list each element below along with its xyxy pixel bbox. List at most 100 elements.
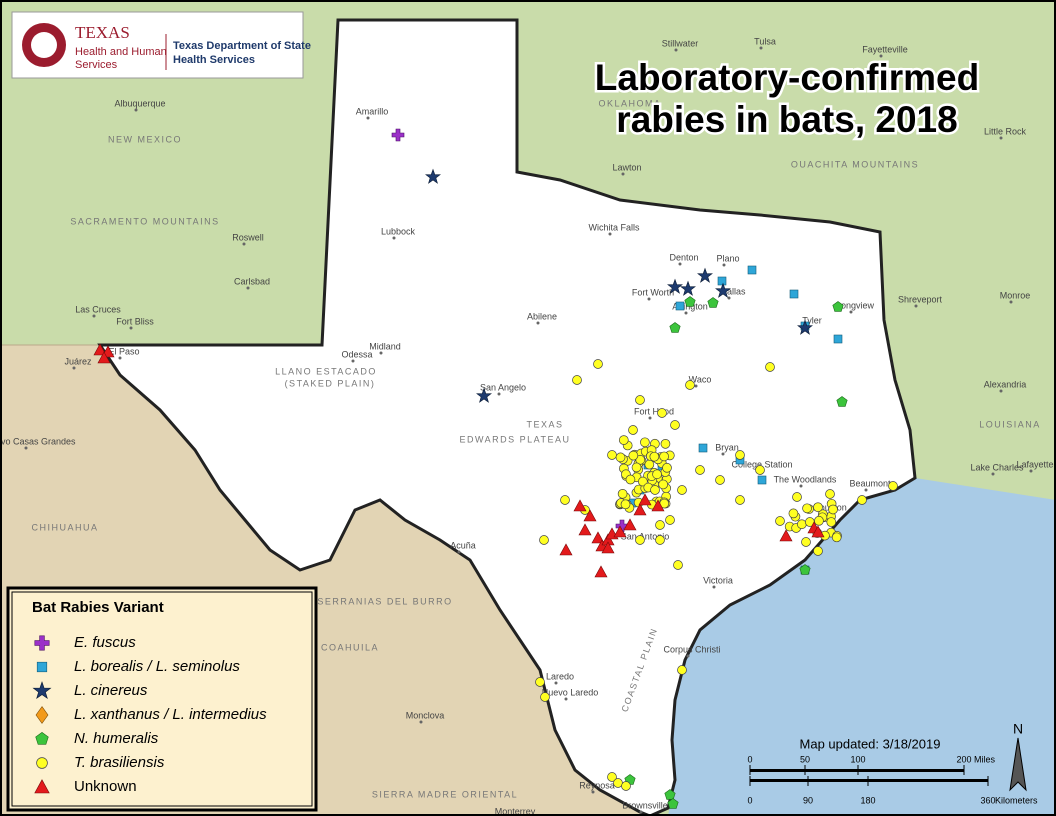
symbol-triangle bbox=[651, 499, 665, 512]
symbol-circle bbox=[659, 451, 669, 462]
symbol-star bbox=[32, 681, 52, 700]
place-dot bbox=[134, 108, 138, 112]
symbol-circle bbox=[665, 515, 675, 525]
legend-label: L. xanthanus / L. intermedius bbox=[74, 706, 267, 723]
place-label: Fayetteville bbox=[862, 44, 908, 54]
scale-label: 200 bbox=[956, 754, 971, 764]
symbol-circle bbox=[658, 479, 669, 490]
symbol-star bbox=[667, 278, 683, 294]
place-label: Dallas bbox=[720, 286, 746, 296]
symbol-circle bbox=[560, 495, 570, 505]
symbol-pentagon bbox=[707, 297, 719, 308]
symbol-square bbox=[675, 301, 685, 311]
symbol-circle bbox=[657, 408, 667, 418]
logo-seal-inner bbox=[31, 32, 57, 58]
place-dot bbox=[999, 389, 1003, 393]
title: rabies in bats, 2018 bbox=[616, 99, 957, 140]
place-label: Abilene bbox=[527, 311, 557, 321]
place-label: El Paso bbox=[108, 346, 139, 356]
symbol-triangle bbox=[613, 525, 627, 538]
symbol-star bbox=[697, 267, 713, 283]
symbol-pentagon bbox=[832, 301, 844, 312]
place-dot bbox=[246, 286, 250, 290]
place-dot bbox=[799, 484, 803, 488]
place-label: Victoria bbox=[703, 575, 733, 585]
place-label: Lake Charles bbox=[970, 462, 1024, 472]
symbol-triangle bbox=[779, 529, 793, 542]
scale-label: 180 bbox=[860, 795, 875, 805]
place-label: Las Cruces bbox=[75, 304, 121, 314]
symbol-circle bbox=[857, 495, 867, 505]
symbol-cross bbox=[615, 519, 629, 533]
place-label: The Woodlands bbox=[774, 474, 837, 484]
place-dot bbox=[366, 116, 370, 120]
symbol-circle bbox=[644, 459, 655, 470]
place-label: Alexandria bbox=[984, 379, 1027, 389]
place-label: Tulsa bbox=[754, 36, 776, 46]
scale-bar: 0 50 100 200 Miles 0 90 180 360 Kilometers bbox=[747, 754, 1038, 805]
symbol-square bbox=[757, 475, 767, 485]
symbol-square bbox=[833, 334, 843, 344]
symbol-square bbox=[747, 265, 757, 275]
symbol-diamond bbox=[35, 706, 49, 724]
symbol-circle bbox=[735, 450, 745, 460]
symbol-triangle bbox=[97, 351, 111, 364]
place-dot bbox=[721, 452, 725, 456]
place-dot bbox=[92, 314, 96, 318]
symbol-circle bbox=[635, 535, 645, 545]
symbol-circle bbox=[792, 492, 802, 502]
symbol-circle bbox=[788, 508, 799, 519]
region-label: TEXAS bbox=[526, 419, 563, 429]
symbol-circle bbox=[572, 375, 582, 385]
symbol-circle bbox=[828, 504, 838, 515]
symbol-square bbox=[698, 443, 708, 453]
place-label: Monroe bbox=[1000, 290, 1031, 300]
symbol-circle bbox=[715, 475, 725, 485]
place-label: Nuevo Laredo bbox=[542, 687, 599, 697]
symbol-star bbox=[425, 168, 441, 184]
symbol-cross bbox=[391, 128, 405, 142]
place-label: Midland bbox=[369, 341, 401, 351]
place-label: Fort Bliss bbox=[116, 316, 154, 326]
symbol-circle bbox=[825, 489, 835, 499]
symbol-pentagon bbox=[684, 296, 696, 307]
symbol-star bbox=[715, 282, 731, 298]
place-dot bbox=[639, 810, 643, 814]
symbol-circle bbox=[802, 503, 812, 514]
place-label: Bryan bbox=[715, 442, 739, 452]
place-label: Nuevo Casas Grandes bbox=[0, 436, 76, 446]
symbol-circle bbox=[540, 692, 550, 702]
place-label: Beaumont bbox=[849, 478, 891, 488]
region-label: OUACHITA MOUNTAINS bbox=[791, 159, 919, 169]
symbol-square bbox=[36, 661, 48, 673]
symbol-circle bbox=[638, 476, 648, 487]
symbol-circle bbox=[631, 462, 642, 473]
symbol-pentagon bbox=[35, 732, 49, 745]
place-dot bbox=[999, 136, 1003, 140]
symbol-circle bbox=[655, 520, 665, 530]
place-label: Reynosa bbox=[579, 780, 615, 790]
symbol-circle bbox=[662, 462, 672, 473]
symbol-circle bbox=[625, 474, 636, 485]
place-dot bbox=[678, 262, 682, 266]
symbol-circle bbox=[813, 546, 823, 556]
symbol-square bbox=[789, 289, 799, 299]
north-arrow-shape bbox=[1009, 737, 1027, 792]
place-label: Brownsville bbox=[622, 800, 668, 810]
logo: TEXAS Health and Human Services Texas De… bbox=[11, 11, 311, 79]
place-dot bbox=[392, 236, 396, 240]
legend-label: L. cinereus bbox=[74, 682, 148, 699]
place-dot bbox=[608, 232, 612, 236]
place-dot bbox=[849, 310, 853, 314]
place-label: Monclova bbox=[406, 710, 445, 720]
symbol-circle bbox=[677, 665, 687, 675]
org-name: Services bbox=[75, 59, 118, 71]
symbol-circle bbox=[826, 517, 837, 527]
scale-label: 360 bbox=[980, 795, 995, 805]
scale-label: 50 bbox=[800, 754, 810, 764]
symbol-triangle bbox=[573, 499, 587, 512]
symbol-star bbox=[680, 280, 696, 296]
place-label: Odessa bbox=[341, 349, 372, 359]
place-dot bbox=[674, 48, 678, 52]
